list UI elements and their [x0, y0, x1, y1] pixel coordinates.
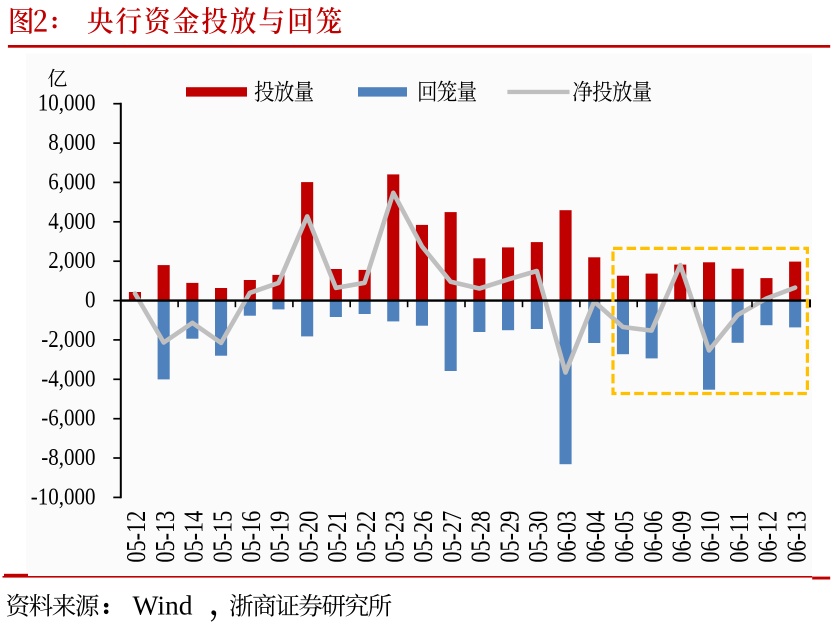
svg-text:-4,000: -4,000: [41, 365, 95, 392]
svg-text:06-05: 06-05: [610, 511, 640, 563]
svg-text:06-13: 06-13: [782, 511, 812, 563]
svg-text:2,000: 2,000: [48, 247, 95, 274]
svg-text:-8,000: -8,000: [41, 444, 95, 471]
svg-text:05-20: 05-20: [294, 511, 324, 563]
svg-text:0: 0: [85, 286, 95, 313]
svg-text:06-10: 06-10: [696, 511, 726, 563]
svg-text:05-21: 05-21: [323, 511, 353, 563]
svg-text:6,000: 6,000: [48, 168, 95, 195]
svg-text:8,000: 8,000: [48, 129, 95, 156]
svg-text:06-11: 06-11: [725, 512, 755, 563]
svg-text:06-12: 06-12: [754, 511, 784, 563]
svg-text:05-12: 05-12: [122, 511, 152, 563]
svg-text:05-23: 05-23: [381, 511, 411, 563]
svg-text:05-22: 05-22: [352, 511, 382, 563]
svg-text:06-06: 06-06: [639, 511, 669, 563]
svg-text:05-19: 05-19: [266, 511, 296, 563]
svg-text:-2,000: -2,000: [41, 326, 95, 353]
svg-text:4,000: 4,000: [48, 207, 95, 234]
svg-text:05-28: 05-28: [467, 511, 497, 563]
svg-text:05-14: 05-14: [180, 511, 210, 563]
svg-text:05-29: 05-29: [495, 511, 525, 563]
svg-text:05-13: 05-13: [151, 511, 181, 563]
svg-text:06-03: 06-03: [553, 511, 583, 563]
svg-text:06-09: 06-09: [668, 511, 698, 563]
svg-text:05-30: 05-30: [524, 511, 554, 563]
svg-text:06-04: 06-04: [581, 511, 611, 563]
svg-text:05-27: 05-27: [438, 511, 468, 563]
svg-text:-10,000: -10,000: [31, 483, 96, 510]
svg-text:-6,000: -6,000: [41, 404, 95, 431]
svg-text:05-16: 05-16: [237, 511, 267, 563]
svg-text:10,000: 10,000: [38, 89, 96, 116]
svg-text:05-15: 05-15: [208, 511, 238, 563]
svg-text:Wind: Wind: [133, 590, 193, 621]
svg-text:05-26: 05-26: [409, 511, 439, 563]
